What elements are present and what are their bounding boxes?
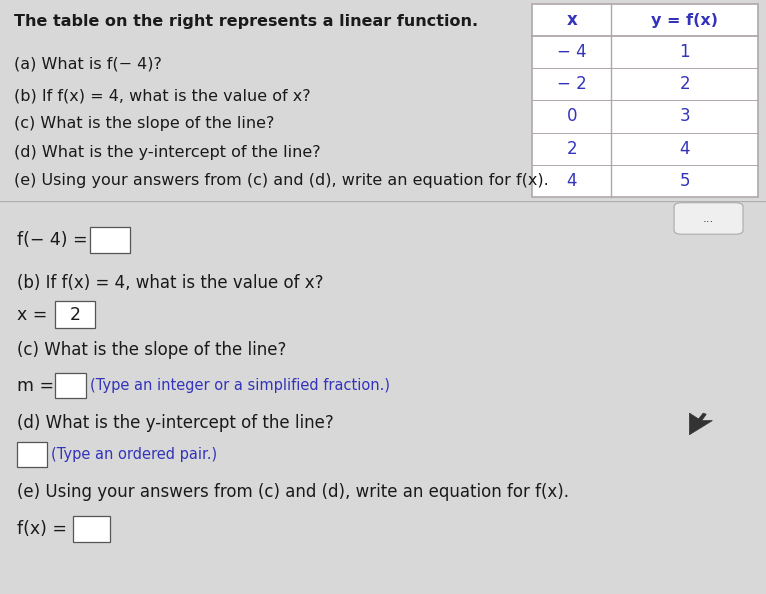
Text: x: x	[567, 11, 578, 29]
Text: (c) What is the slope of the line?: (c) What is the slope of the line?	[17, 341, 286, 359]
Text: (e) Using your answers from (c) and (d), write an equation for f(x).: (e) Using your answers from (c) and (d),…	[17, 483, 569, 501]
Text: (c) What is the slope of the line?: (c) What is the slope of the line?	[14, 116, 274, 131]
Text: The table on the right represents a linear function.: The table on the right represents a line…	[14, 14, 478, 29]
Text: (Type an integer or a simplified fraction.): (Type an integer or a simplified fractio…	[90, 378, 390, 393]
Text: x =: x =	[17, 306, 47, 324]
Text: (b) If f(x) = 4, what is the value of x?: (b) If f(x) = 4, what is the value of x?	[14, 89, 310, 103]
Text: m =: m =	[17, 377, 54, 394]
FancyBboxPatch shape	[674, 203, 743, 234]
Polygon shape	[689, 413, 712, 435]
Text: 4: 4	[679, 140, 690, 157]
FancyBboxPatch shape	[55, 374, 86, 398]
Text: (d) What is the y-intercept of the line?: (d) What is the y-intercept of the line?	[14, 144, 320, 160]
Text: 4: 4	[567, 172, 577, 189]
Text: y = f(x): y = f(x)	[651, 12, 719, 27]
Text: ...: ...	[703, 212, 714, 225]
FancyBboxPatch shape	[90, 227, 130, 254]
Text: (e) Using your answers from (c) and (d), write an equation for f(x).: (e) Using your answers from (c) and (d),…	[14, 173, 548, 188]
Text: (a) What is f(− 4)?: (a) What is f(− 4)?	[14, 56, 162, 71]
Text: 5: 5	[679, 172, 690, 189]
Text: − 2: − 2	[557, 75, 587, 93]
Text: 3: 3	[679, 108, 690, 125]
Text: f(x) =: f(x) =	[17, 520, 67, 538]
Text: 1: 1	[679, 43, 690, 61]
FancyBboxPatch shape	[55, 301, 95, 328]
FancyBboxPatch shape	[17, 442, 47, 467]
Text: (b) If f(x) = 4, what is the value of x?: (b) If f(x) = 4, what is the value of x?	[17, 274, 323, 292]
Text: 2: 2	[70, 306, 80, 324]
Text: 2: 2	[567, 140, 578, 157]
Text: f(− 4) =: f(− 4) =	[17, 231, 87, 249]
Text: 2: 2	[679, 75, 690, 93]
Text: (d) What is the y-intercept of the line?: (d) What is the y-intercept of the line?	[17, 414, 334, 432]
FancyBboxPatch shape	[73, 516, 110, 542]
Text: (Type an ordered pair.): (Type an ordered pair.)	[51, 447, 218, 462]
Text: 0: 0	[567, 108, 577, 125]
FancyBboxPatch shape	[532, 4, 758, 197]
Text: − 4: − 4	[557, 43, 587, 61]
